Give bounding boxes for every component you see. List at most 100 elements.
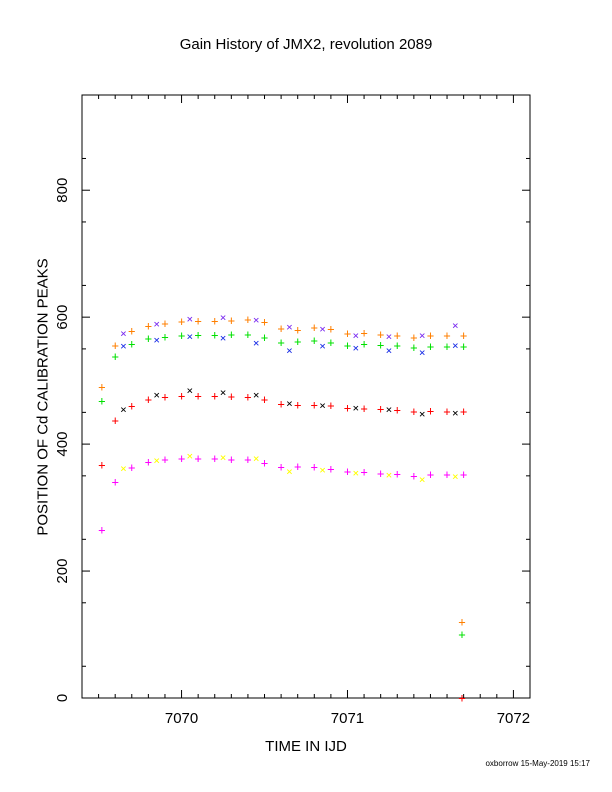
data-point-series-5: + (443, 405, 450, 419)
data-point-series-5: + (228, 390, 235, 404)
data-point-series-3: + (344, 339, 351, 353)
data-point-series-2: + (195, 314, 202, 328)
data-point-series-3: + (394, 339, 401, 353)
data-point-series-6: × (286, 465, 293, 478)
data-point-series-0: × (220, 311, 227, 324)
data-point-series-7: + (195, 452, 202, 466)
data-point-series-5: + (394, 403, 401, 417)
data-point-series-5: + (311, 398, 318, 412)
data-point-series-4: × (220, 386, 227, 399)
data-point-series-3: + (460, 339, 467, 353)
data-point-series-2: + (360, 326, 367, 340)
data-point-series-1: × (386, 344, 393, 357)
data-point-series-3: + (377, 338, 384, 352)
data-point-series-6: × (120, 462, 127, 475)
data-point-series-5: + (128, 399, 135, 413)
data-point-series-7: + (443, 468, 450, 482)
y-axis-label: POSITION OF Cd CALIBRATION PEAKS (34, 258, 52, 536)
data-point-series-7: + (178, 452, 185, 466)
footer-timestamp: oxborrow 15-May-2019 15:17 (485, 759, 590, 768)
data-point-series-6: × (419, 473, 426, 486)
x-axis-label: TIME IN IJD (265, 738, 347, 755)
data-point-series-5: + (112, 414, 119, 428)
data-point-series-2: + (427, 329, 434, 343)
plot-frame (81, 94, 531, 699)
x-tick-label: 7070 (165, 710, 198, 727)
data-point-series-2: + (178, 315, 185, 329)
data-point-series-0: × (253, 314, 260, 327)
y-tick-label: 0 (54, 694, 71, 702)
data-point-series-7: + (410, 469, 417, 483)
data-point-series-3: + (128, 337, 135, 351)
x-tick-label: 7071 (331, 710, 364, 727)
data-point-series-1: × (253, 337, 260, 350)
data-point-series-2: + (377, 327, 384, 341)
data-point-series-2: + (261, 315, 268, 329)
data-point-series-1: × (319, 340, 326, 353)
data-point-series-7: + (244, 452, 251, 466)
data-point-series-5: + (294, 398, 301, 412)
data-point-series-0: × (386, 330, 393, 343)
data-point-series-2: + (244, 313, 251, 327)
data-point-series-3: + (161, 330, 168, 344)
data-point-series-3: + (211, 328, 218, 342)
data-point-series-1: × (419, 346, 426, 359)
data-point-series-6: × (253, 452, 260, 465)
data-point-series-2: + (161, 317, 168, 331)
data-point-series-5: + (211, 389, 218, 403)
data-point-series-1: × (286, 344, 293, 357)
data-point-series-6: × (386, 469, 393, 482)
data-point-series-4: × (419, 408, 426, 421)
data-point-series-7: + (228, 452, 235, 466)
data-point-series-3: + (228, 327, 235, 341)
data-point-series-2: + (344, 327, 351, 341)
data-point-series-8: + (458, 615, 465, 629)
data-point-series-0: × (286, 321, 293, 334)
data-point-series-10: + (458, 691, 465, 705)
data-point-series-5: + (261, 393, 268, 407)
data-point-series-3: + (294, 334, 301, 348)
data-point-series-7: + (161, 452, 168, 466)
data-point-series-4: × (386, 403, 393, 416)
data-point-series-1: × (120, 340, 127, 353)
data-point-series-5: + (360, 402, 367, 416)
data-point-series-2: + (394, 329, 401, 343)
data-point-series-2: + (311, 320, 318, 334)
data-point-series-7: + (394, 467, 401, 481)
data-point-series-3: + (427, 339, 434, 353)
data-point-series-3: + (277, 336, 284, 350)
data-point-series-7: + (311, 460, 318, 474)
data-point-series-4: × (153, 389, 160, 402)
data-point-series-4: × (253, 389, 260, 402)
data-point-series-7: + (294, 459, 301, 473)
data-point-series-5: + (327, 398, 334, 412)
data-point-series-5: + (277, 397, 284, 411)
data-point-series-1: × (153, 333, 160, 346)
data-point-series-2: + (128, 324, 135, 338)
data-point-series-2: + (112, 339, 119, 353)
data-point-series-5: + (344, 401, 351, 415)
data-point-series-6: × (452, 470, 459, 483)
data-point-series-2: + (277, 322, 284, 336)
data-point-series-3: + (145, 332, 152, 346)
data-point-series-7: + (98, 523, 105, 537)
y-tick-label: 200 (54, 559, 71, 584)
data-point-series-5: + (244, 390, 251, 404)
data-point-series-7: + (145, 455, 152, 469)
data-point-series-3: + (178, 329, 185, 343)
chart-title: Gain History of JMX2, revolution 2089 (179, 36, 433, 53)
data-point-series-7: + (427, 468, 434, 482)
data-point-series-4: × (120, 403, 127, 416)
data-point-series-6: × (220, 451, 227, 464)
data-point-series-1: × (220, 331, 227, 344)
data-point-series-5: + (410, 405, 417, 419)
data-point-series-2: + (443, 329, 450, 343)
data-point-series-6: × (352, 467, 359, 480)
data-point-series-5: + (98, 458, 105, 472)
data-point-series-0: × (452, 319, 459, 332)
data-point-series-3: + (410, 341, 417, 355)
data-point-series-6: × (187, 450, 194, 463)
data-point-series-5: + (460, 405, 467, 419)
data-point-series-2: + (228, 313, 235, 327)
data-point-series-7: + (112, 475, 119, 489)
